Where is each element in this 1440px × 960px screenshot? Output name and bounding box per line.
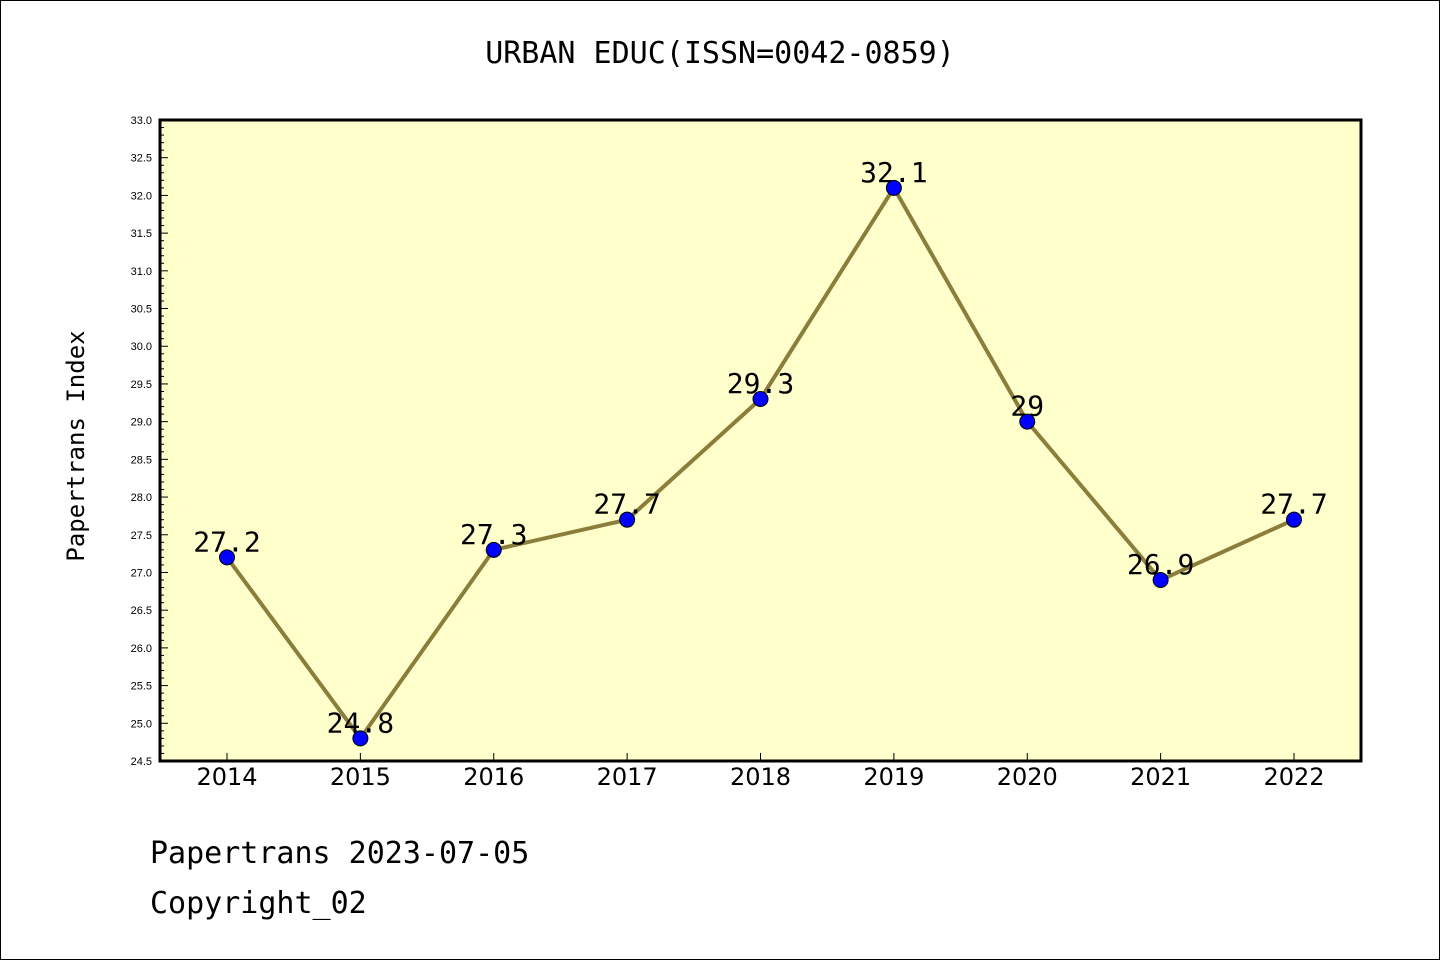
data-point [752,391,769,408]
y-tick-label: 32.0 [131,190,152,202]
x-tick-label: 2014 [196,763,257,791]
data-point [485,541,502,558]
y-tick-label: 31.5 [131,228,152,240]
y-tick-label: 26.5 [131,605,152,617]
x-tick-label: 2020 [997,763,1058,791]
x-tick-label: 2019 [863,763,924,791]
y-tick-label: 24.5 [131,756,152,768]
y-tick-label: 30.5 [131,304,152,316]
plot-area [160,120,1361,761]
data-point [619,511,636,528]
y-tick-label: 28.5 [131,454,152,466]
y-tick-label: 28.0 [131,492,152,504]
data-point [1286,511,1302,528]
y-tick-label: 29.5 [131,379,152,391]
y-tick-label: 33.0 [131,115,152,127]
x-axis: 2014 2015 2016 2017 2018 2019 2020 2021 2022 [196,753,1325,791]
data-label: 29.3 [727,367,794,400]
y-tick-label: 27.0 [131,567,152,579]
data-label: 27.2 [193,525,260,558]
y-tick-label: 25.5 [131,681,152,693]
x-tick-label: 2022 [1263,763,1324,791]
data-label: 29 [1010,390,1044,423]
data-points [219,179,1302,747]
x-tick-label: 2018 [730,763,791,791]
data-point [1019,413,1036,430]
x-tick-label: 2016 [463,763,524,791]
footer-copyright: Copyright_02 [150,886,367,921]
plot-border [158,118,1363,763]
data-label: 27.7 [1260,488,1327,521]
data-point [1152,572,1169,589]
data-label: 27.7 [593,488,660,521]
footer-date: Papertrans 2023-07-05 [150,836,530,871]
data-label: 24.8 [327,706,394,739]
data-labels: 27.2 24.8 27.3 27.7 29.3 32.1 29 26.9 27.7 [193,156,1327,740]
y-tick-label: 29.0 [131,417,152,429]
y-tick-label: 25.0 [131,718,152,730]
data-point [352,730,369,747]
y-tick-label: 26.0 [131,643,152,655]
y-tick-label: 30.0 [131,341,152,353]
x-tick-label: 2021 [1130,763,1191,791]
x-tick-label: 2015 [330,763,391,791]
y-tick-label: 31.0 [131,266,152,278]
data-point [885,179,902,196]
x-tick-label: 2017 [597,763,658,791]
y-tick-label: 27.5 [131,530,152,542]
data-point [219,549,235,566]
y-tick-label: 32.5 [131,153,152,165]
data-label: 26.9 [1127,548,1194,581]
chart-title: URBAN EDUC(ISSN=0042-0859) [485,36,955,71]
data-label: 27.3 [460,518,527,551]
data-label: 32.1 [860,156,927,189]
y-axis: 24.5 25.0 25.5 26.0 26.5 27.0 27.5 28.0 28.5 29.0… [131,115,168,768]
